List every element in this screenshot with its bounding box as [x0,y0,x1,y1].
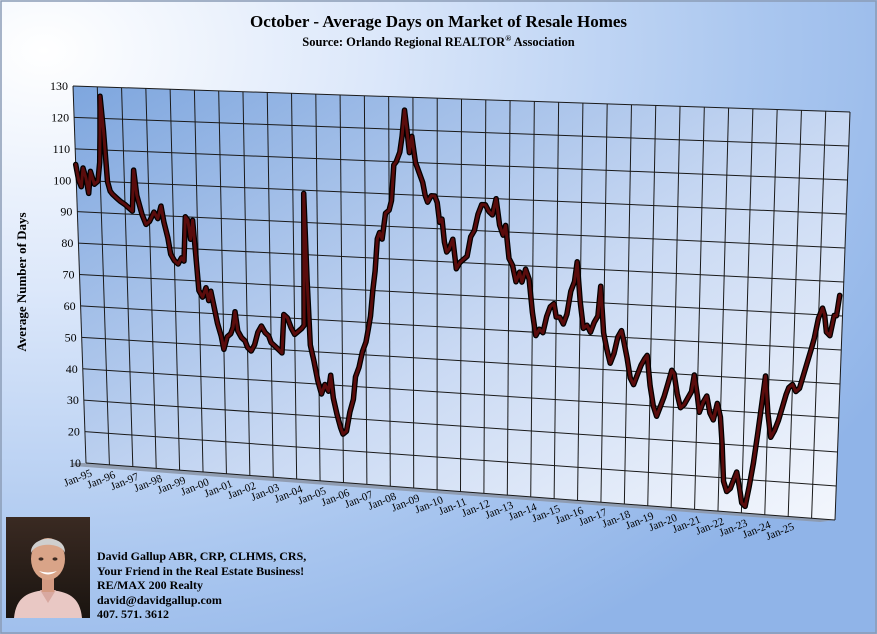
gridline-horizontal [79,274,843,317]
gridline-horizontal [83,399,838,453]
gridline-horizontal [82,368,839,419]
y-tick-label: 70 [63,268,75,282]
gridline-horizontal [74,116,849,147]
chart-title: October - Average Days on Market of Resa… [249,12,628,31]
contact-phone: 407. 571. 3612 [97,607,169,622]
chart-subtitle: Source: Orlando Regional REALTOR® Associ… [0,34,877,50]
gridline-horizontal [77,211,846,249]
horizontal-gridlines [72,85,851,521]
registered-mark: ® [505,34,512,43]
gridline-horizontal [84,431,837,487]
y-tick-label: 130 [50,79,68,93]
y-tick-label: 120 [51,110,69,124]
y-tick-label: 30 [67,393,79,407]
gridline-horizontal [76,179,847,215]
y-tick-label: 20 [68,425,80,439]
gridline-horizontal [80,305,842,351]
y-tick-label: 100 [53,173,71,187]
subtitle-tail: Association [511,35,575,50]
y-tick-label: 10 [69,456,81,470]
agent-photo [6,517,90,618]
contact-email[interactable]: david@davidgallup.com [97,592,222,607]
y-tick-label: 80 [61,236,73,250]
series-line [74,94,842,508]
y-tick-label: 40 [66,362,78,376]
gridline-horizontal [75,148,848,181]
gridline-horizontal [85,462,836,521]
gridline-horizontal [72,85,851,113]
y-tick-label: 90 [60,205,72,219]
y-tick-label: 110 [53,142,71,156]
y-tick-label: 50 [65,330,77,344]
contact-company: RE/MAX 200 Realty [97,578,203,593]
contact-name: David Gallup ABR, CRP, CLHMS, CRS, [97,549,307,563]
gridline-horizontal [81,336,841,385]
series-line-group [72,93,843,510]
y-tick-label: 60 [64,299,76,313]
subtitle-text: Source: Orlando Regional REALTOR [302,35,506,50]
contact-block: David Gallup ABR, CRP, CLHMS, CRS, Your … [97,549,306,622]
plot-floor [73,463,835,522]
contact-tagline: Your Friend in the Real Estate Business! [97,563,305,578]
y-tick-labels: 10 20 30 40 50 60 70 80 90 100 110 120 130 [50,79,81,470]
